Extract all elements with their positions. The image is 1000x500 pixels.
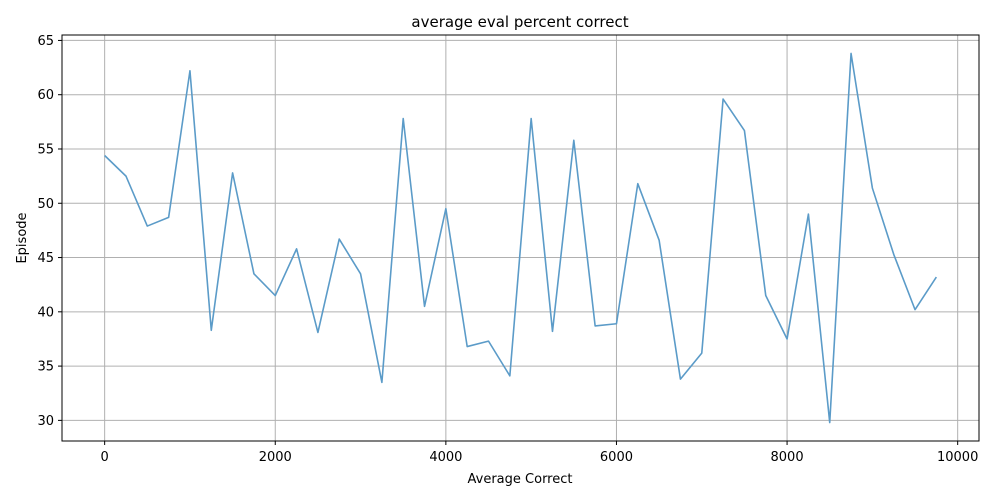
- chart-title: average eval percent correct: [411, 13, 628, 31]
- data-point: [509, 375, 511, 377]
- data-point: [808, 213, 810, 215]
- y-tick-label: 50: [37, 197, 54, 212]
- data-point: [189, 70, 191, 72]
- series-line: [104, 52, 938, 424]
- data-point: [317, 332, 319, 334]
- x-axis: 0 2000 4000 6000 8000 10000: [101, 441, 978, 465]
- data-point: [296, 248, 298, 250]
- data-point: [147, 225, 149, 227]
- data-point: [914, 309, 916, 311]
- y-tick-label: 40: [37, 305, 54, 320]
- data-point: [552, 331, 554, 333]
- x-tick-label: 2000: [259, 450, 292, 465]
- data-point: [573, 140, 575, 142]
- x-tick-label: 0: [101, 450, 109, 465]
- data-point: [274, 295, 276, 297]
- y-tick-label: 35: [37, 360, 54, 375]
- data-point: [360, 273, 362, 275]
- data-point: [722, 98, 724, 100]
- data-point: [488, 340, 490, 342]
- x-tick-label: 6000: [600, 450, 633, 465]
- y-axis: 30 35 40 45 50 55 60 65: [37, 34, 62, 429]
- data-point: [466, 346, 468, 348]
- data-point: [594, 325, 596, 327]
- y-tick-label: 65: [37, 34, 54, 49]
- y-tick-label: 45: [37, 251, 54, 266]
- data-point: [338, 238, 340, 240]
- data-point: [104, 155, 106, 157]
- y-tick-label: 55: [37, 142, 54, 157]
- data-point: [850, 53, 852, 55]
- x-tick-label: 4000: [429, 450, 462, 465]
- plot-frame: [61, 34, 980, 442]
- data-point: [637, 183, 639, 185]
- data-point: [253, 273, 255, 275]
- y-axis-label: Episode: [15, 212, 30, 263]
- data-point: [381, 382, 383, 384]
- data-point: [616, 323, 618, 325]
- data-point: [402, 118, 404, 120]
- data-point: [658, 239, 660, 241]
- x-tick-label: 10000: [937, 450, 978, 465]
- data-point: [936, 276, 938, 278]
- data-point: [765, 295, 767, 297]
- data-point: [445, 208, 447, 210]
- data-point: [232, 172, 234, 174]
- x-tick-label: 8000: [771, 450, 804, 465]
- y-tick-label: 30: [37, 414, 54, 429]
- data-point: [210, 329, 212, 331]
- data-point: [168, 217, 170, 219]
- data-point: [744, 130, 746, 132]
- data-point: [872, 187, 874, 189]
- data-point: [829, 422, 831, 424]
- data-point: [530, 118, 532, 120]
- data-point: [893, 253, 895, 255]
- x-axis-label: Average Correct: [468, 472, 573, 487]
- data-point: [424, 306, 426, 308]
- data-point: [786, 338, 788, 340]
- data-point: [701, 352, 703, 354]
- data-point: [680, 378, 682, 380]
- data-point: [125, 175, 127, 177]
- y-tick-label: 60: [37, 88, 54, 103]
- grid-lines: [62, 35, 979, 441]
- series-layer: [104, 52, 938, 424]
